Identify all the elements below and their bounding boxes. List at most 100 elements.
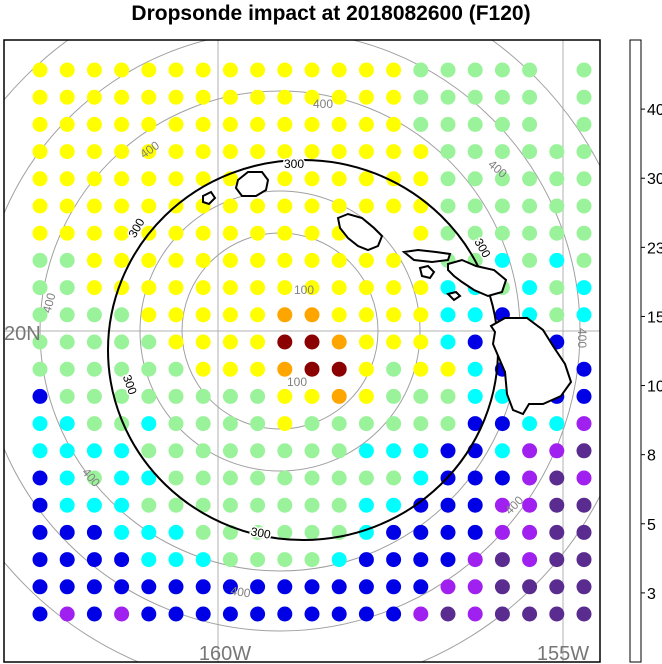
impact-dot	[358, 62, 374, 78]
impact-dot	[59, 606, 75, 622]
impact-dot	[32, 280, 48, 296]
impact-dot	[331, 89, 347, 105]
impact-dot	[304, 280, 320, 296]
impact-dot	[440, 198, 456, 214]
impact-dot	[413, 416, 429, 432]
impact-dot	[277, 62, 293, 78]
impact-dot	[549, 470, 565, 486]
impact-dot	[386, 606, 402, 622]
impact-dot	[141, 361, 157, 377]
impact-dot	[195, 252, 211, 268]
impact-dot	[467, 361, 483, 377]
impact-dot	[467, 606, 483, 622]
impact-dot	[86, 89, 102, 105]
impact-dot	[358, 579, 374, 595]
impact-dot	[467, 198, 483, 214]
impact-dot	[386, 579, 402, 595]
impact-dot	[141, 524, 157, 540]
impact-dot	[358, 198, 374, 214]
impact-dot	[304, 89, 320, 105]
impact-dot	[467, 225, 483, 241]
impact-dot	[195, 62, 211, 78]
impact-dot	[522, 89, 538, 105]
impact-dot	[549, 225, 565, 241]
impact-dot	[467, 470, 483, 486]
impact-dot	[522, 443, 538, 459]
impact-dot	[386, 443, 402, 459]
impact-dot	[168, 116, 184, 132]
impact-dot	[32, 307, 48, 323]
impact-dot	[358, 443, 374, 459]
impact-dot	[576, 89, 592, 105]
impact-dot	[114, 307, 130, 323]
impact-dot	[32, 116, 48, 132]
impact-dot	[304, 443, 320, 459]
impact-dot	[59, 252, 75, 268]
impact-dot	[440, 416, 456, 432]
impact-dot	[467, 416, 483, 432]
impact-dot	[32, 606, 48, 622]
impact-dot	[141, 497, 157, 513]
impact-dot	[86, 116, 102, 132]
impact-dot	[331, 497, 347, 513]
impact-dot	[494, 171, 510, 187]
impact-dot	[195, 497, 211, 513]
impact-dot	[440, 62, 456, 78]
impact-dot	[386, 89, 402, 105]
impact-dot	[358, 144, 374, 160]
impact-dot	[250, 334, 266, 350]
impact-dot	[386, 280, 402, 296]
impact-dot	[386, 62, 402, 78]
impact-dot	[277, 280, 293, 296]
impact-dot	[168, 552, 184, 568]
impact-dot	[195, 388, 211, 404]
impact-dot	[277, 89, 293, 105]
impact-dot	[549, 443, 565, 459]
impact-dot	[168, 89, 184, 105]
impact-dot	[32, 252, 48, 268]
impact-dot	[141, 416, 157, 432]
impact-dot	[331, 579, 347, 595]
impact-dot	[168, 443, 184, 459]
impact-dot	[168, 497, 184, 513]
impact-dot	[195, 144, 211, 160]
impact-dot	[168, 307, 184, 323]
impact-dot	[114, 144, 130, 160]
impact-dot	[114, 361, 130, 377]
impact-dot	[59, 579, 75, 595]
impact-dot	[195, 416, 211, 432]
impact-dot	[114, 62, 130, 78]
impact-dot	[576, 606, 592, 622]
impact-dot	[467, 552, 483, 568]
impact-dot	[86, 144, 102, 160]
impact-dot	[386, 497, 402, 513]
island-niihau	[202, 190, 217, 206]
impact-dot	[440, 171, 456, 187]
impact-dot	[250, 606, 266, 622]
impact-dot	[222, 443, 238, 459]
impact-dot	[277, 225, 293, 241]
impact-dot	[413, 144, 429, 160]
impact-dot	[549, 171, 565, 187]
impact-dot	[277, 443, 293, 459]
impact-dot	[277, 497, 293, 513]
impact-dot	[32, 89, 48, 105]
impact-dot	[86, 552, 102, 568]
impact-dot	[494, 252, 510, 268]
impact-dot	[168, 606, 184, 622]
impact-dot	[304, 552, 320, 568]
impact-dot	[386, 470, 402, 486]
impact-dot	[386, 524, 402, 540]
impact-dot	[413, 307, 429, 323]
impact-dot	[494, 606, 510, 622]
colorbar-tick-label: 8	[647, 448, 656, 465]
impact-dot	[413, 171, 429, 187]
impact-dot	[494, 225, 510, 241]
impact-dot	[304, 307, 320, 323]
impact-dot	[59, 361, 75, 377]
impact-dot	[358, 307, 374, 323]
impact-dot	[250, 470, 266, 486]
impact-dot	[250, 62, 266, 78]
impact-dot	[250, 443, 266, 459]
impact-dot	[358, 388, 374, 404]
